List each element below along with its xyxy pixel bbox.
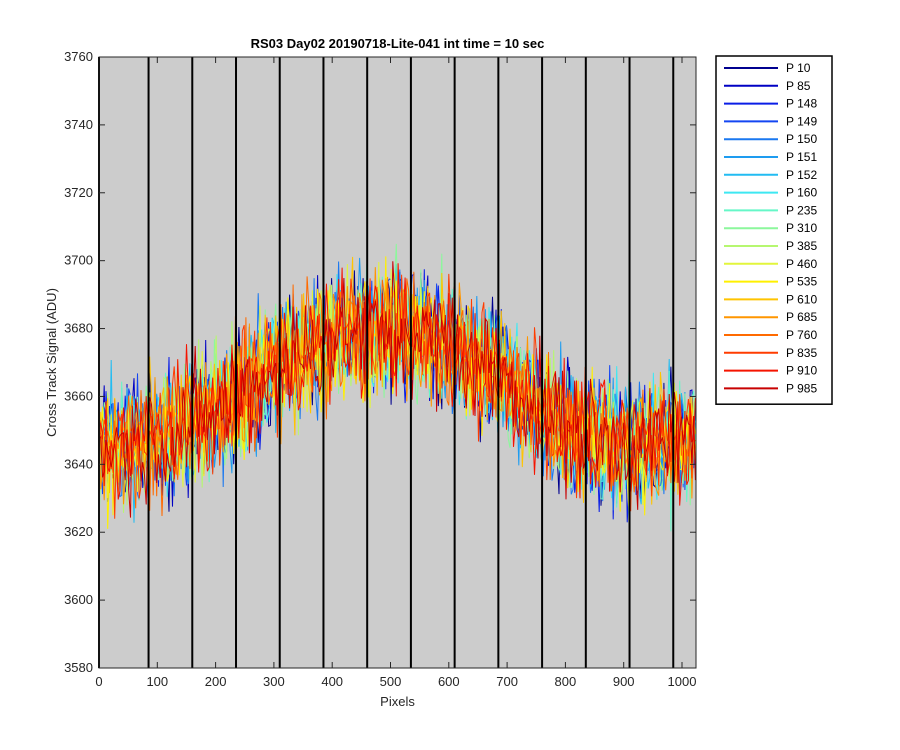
series-layer <box>98 243 696 532</box>
y-tick-label: 3640 <box>64 456 93 471</box>
legend-entry-label: P 235 <box>786 203 817 217</box>
legend-entry-label: P 460 <box>786 257 817 271</box>
plot-frame <box>98 56 697 669</box>
legend-entry-label: P 152 <box>786 168 817 182</box>
x-tick-label: 700 <box>496 674 518 689</box>
y-axis-label: Cross Track Signal (ADU) <box>44 288 59 437</box>
series-line-p-910 <box>98 263 696 506</box>
axis-ticks: 0 100 200 300 400 500 600 700 800 900 1000 3580 3600… <box>64 49 696 689</box>
legend-entry-label: P 150 <box>786 132 817 146</box>
x-tick-label: 200 <box>205 674 227 689</box>
legend-entry-label: P 385 <box>786 239 817 253</box>
legend-entry-label: P 760 <box>786 328 817 342</box>
y-tick-label: 3620 <box>64 524 93 539</box>
y-tick-label: 3660 <box>64 388 93 403</box>
y-tick-label: 3700 <box>64 253 93 268</box>
y-tick-label: 3580 <box>64 660 93 675</box>
x-tick-label: 800 <box>555 674 577 689</box>
y-tick-label: 3680 <box>64 321 93 336</box>
y-tick-label: 3720 <box>64 185 93 200</box>
x-tick-label: 1000 <box>668 674 697 689</box>
x-tick-label: 600 <box>438 674 460 689</box>
series-line-p-985 <box>98 261 696 518</box>
x-tick-label: 100 <box>146 674 168 689</box>
x-tick-label: 0 <box>95 674 102 689</box>
x-tick-label: 900 <box>613 674 635 689</box>
x-tick-label: 300 <box>263 674 285 689</box>
x-tick-label: 500 <box>380 674 402 689</box>
legend-entry-label: P 85 <box>786 79 811 93</box>
x-axis-label: Pixels <box>380 694 415 709</box>
legend-entry-label: P 149 <box>786 114 817 128</box>
x-tick-label: 400 <box>321 674 343 689</box>
legend-entry-label: P 685 <box>786 310 817 324</box>
legend-entry-label: P 160 <box>786 186 817 200</box>
legend-entry-label: P 985 <box>786 381 817 395</box>
legend-entry-label: P 10 <box>786 61 811 75</box>
chart-title: RS03 Day02 20190718-Lite-041 int time = … <box>251 36 545 51</box>
y-tick-label: 3740 <box>64 117 93 132</box>
legend-entry-label: P 835 <box>786 346 817 360</box>
legend-entry-label: P 910 <box>786 364 817 378</box>
legend-entry-label: P 148 <box>786 97 817 111</box>
y-tick-label: 3600 <box>64 592 93 607</box>
legend-entry-label: P 610 <box>786 292 817 306</box>
legend: P 10 P 85 P 148 P 149 P 150 P 151 P 152 P 160 P … <box>715 55 833 405</box>
legend-entry-label: P 535 <box>786 275 817 289</box>
legend-box <box>715 55 833 405</box>
y-tick-label: 3760 <box>64 49 93 64</box>
legend-entry-label: P 151 <box>786 150 817 164</box>
legend-entry-label: P 310 <box>786 221 817 235</box>
